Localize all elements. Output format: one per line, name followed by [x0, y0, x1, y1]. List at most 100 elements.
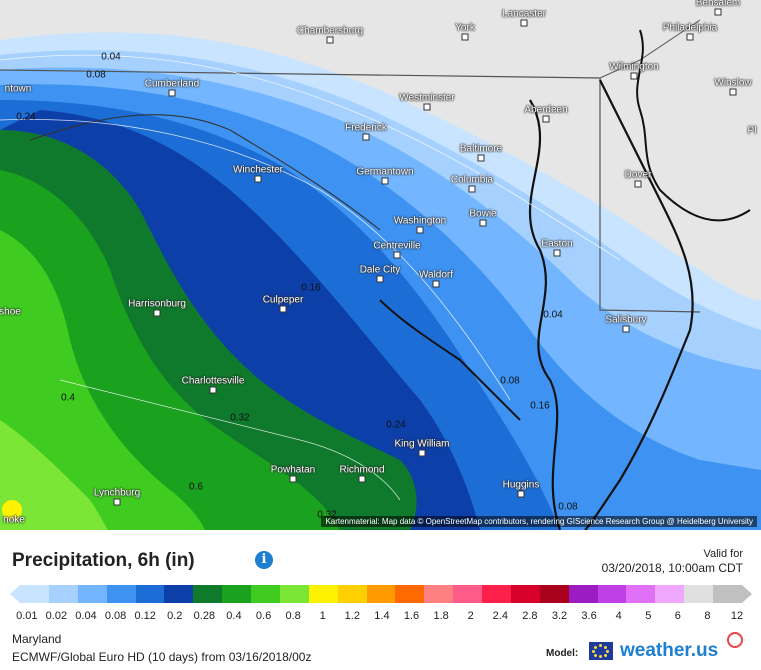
city-label[interactable]: Lynchburg	[93, 487, 141, 499]
city-marker	[254, 175, 262, 183]
scale-tick-label: 1.2	[344, 610, 360, 622]
city-label[interactable]: Chambersburg	[296, 25, 364, 37]
scale-swatch	[106, 585, 136, 603]
city-label[interactable]: Cumberland	[144, 78, 200, 90]
legend-title: Precipitation, 6h (in)	[12, 550, 195, 571]
scale-swatch	[77, 585, 107, 603]
scale-swatch	[453, 585, 482, 603]
scale-tick-label: 1.8	[433, 610, 449, 622]
scale-tick-label: 0.4	[226, 610, 242, 622]
city-label[interactable]: Lancaster	[502, 8, 546, 20]
city-marker	[358, 475, 366, 483]
city-label[interactable]: Germantown	[356, 166, 414, 178]
scale-tick-label: 1	[319, 610, 326, 622]
scale-swatch	[366, 585, 396, 603]
city-label[interactable]: Winslow	[714, 77, 752, 89]
city-marker	[729, 88, 737, 96]
scale-swatch	[539, 585, 569, 603]
contour-label: 0.04	[101, 51, 121, 63]
city-marker	[432, 280, 440, 288]
scale-tick-label: 2.8	[522, 610, 538, 622]
city-label[interactable]: Dale City	[359, 264, 401, 276]
city-marker	[468, 185, 476, 193]
brand-logo[interactable]: weather.us	[620, 640, 719, 661]
city-marker	[113, 498, 121, 506]
scale-swatch	[713, 585, 742, 603]
scale-tick-label: 0.01	[16, 610, 38, 622]
scale-swatch	[510, 585, 540, 603]
city-label[interactable]: King William	[394, 438, 450, 450]
scale-swatch	[337, 585, 367, 603]
city-marker	[477, 154, 485, 162]
city-marker	[520, 19, 528, 27]
contour-label: 0.08	[86, 69, 106, 81]
city-label[interactable]: Bensalem	[695, 0, 741, 9]
city-label[interactable]: Columbia	[450, 174, 494, 186]
city-label[interactable]: Philadelphia	[662, 22, 718, 34]
scale-left-arrow	[10, 585, 20, 603]
edge-city-label: Pl	[747, 125, 757, 137]
city-marker	[279, 305, 287, 313]
scale-tick-label: 0.2	[167, 610, 183, 622]
contour-label: 0.08	[500, 375, 520, 387]
city-marker	[381, 177, 389, 185]
edge-city-label: shoe	[0, 306, 21, 318]
scale-tick-label: 0.04	[75, 610, 97, 622]
city-label[interactable]: Wilmington	[609, 61, 659, 73]
scale-swatch	[222, 585, 251, 603]
city-label[interactable]: Aberdeen	[524, 104, 568, 116]
contour-label: 0.4	[61, 392, 75, 404]
city-marker	[153, 309, 161, 317]
scale-tick-label: 8	[704, 610, 711, 622]
city-label[interactable]: Washington	[393, 215, 447, 227]
city-marker	[376, 275, 384, 283]
city-marker	[209, 386, 217, 394]
scale-swatch	[655, 585, 685, 603]
precipitation-map[interactable]	[0, 0, 761, 530]
city-label[interactable]: Easton	[541, 238, 573, 250]
scale-tick-labels: 0.01 0.02 0.04 0.08 0.12 0.2 0.28 0.4 0.6 0.8 1 1.2…	[12, 610, 752, 624]
city-label[interactable]: Bowie	[469, 208, 497, 220]
scale-swatch	[251, 585, 280, 603]
city-label[interactable]: Centreville	[373, 240, 421, 252]
edge-city-label: noke	[3, 514, 25, 526]
scale-tick-label: 0.28	[193, 610, 216, 622]
city-label[interactable]: Charlottesville	[181, 375, 245, 387]
city-label[interactable]: Waldorf	[418, 269, 454, 281]
city-marker	[326, 36, 334, 44]
city-label[interactable]: Dover	[624, 169, 652, 181]
city-label[interactable]: Westminster	[399, 92, 455, 104]
city-label[interactable]: Baltimore	[459, 143, 503, 155]
map-canvas	[0, 0, 761, 530]
city-marker	[461, 33, 469, 41]
city-marker	[542, 115, 550, 123]
city-label[interactable]: Powhatan	[270, 464, 316, 476]
scale-right-arrow	[742, 585, 752, 603]
scale-tick-label: 1.4	[374, 610, 390, 622]
city-marker	[418, 449, 426, 457]
city-label[interactable]: Richmond	[339, 464, 385, 476]
contour-label: 0.04	[543, 309, 563, 321]
scale-tick-label: 2	[467, 610, 474, 622]
city-label[interactable]: Harrisonburg	[128, 298, 186, 310]
contour-label: 0.24	[16, 111, 36, 123]
scale-swatch	[20, 585, 49, 603]
city-marker	[168, 89, 176, 97]
contour-label: 0.16	[530, 400, 550, 412]
city-marker	[714, 8, 722, 16]
city-marker	[289, 475, 297, 483]
scale-swatch	[48, 585, 78, 603]
city-label[interactable]: Winchester	[232, 164, 284, 176]
city-marker	[479, 219, 487, 227]
city-label[interactable]: Frederick	[345, 122, 387, 134]
city-label[interactable]: Salisbury	[605, 314, 647, 326]
scale-tick-label: 4	[615, 610, 622, 622]
contour-label: 0.24	[386, 419, 406, 431]
info-icon[interactable]: i	[255, 551, 273, 569]
map-attribution: Kartenmaterial: Map data © OpenStreetMap…	[321, 516, 757, 527]
scale-tick-label: 2.4	[492, 610, 508, 622]
scale-tick-label: 1.6	[403, 610, 420, 622]
city-label[interactable]: York	[455, 22, 475, 34]
city-label[interactable]: Huggins	[502, 479, 540, 491]
city-label[interactable]: Culpeper	[262, 294, 304, 306]
